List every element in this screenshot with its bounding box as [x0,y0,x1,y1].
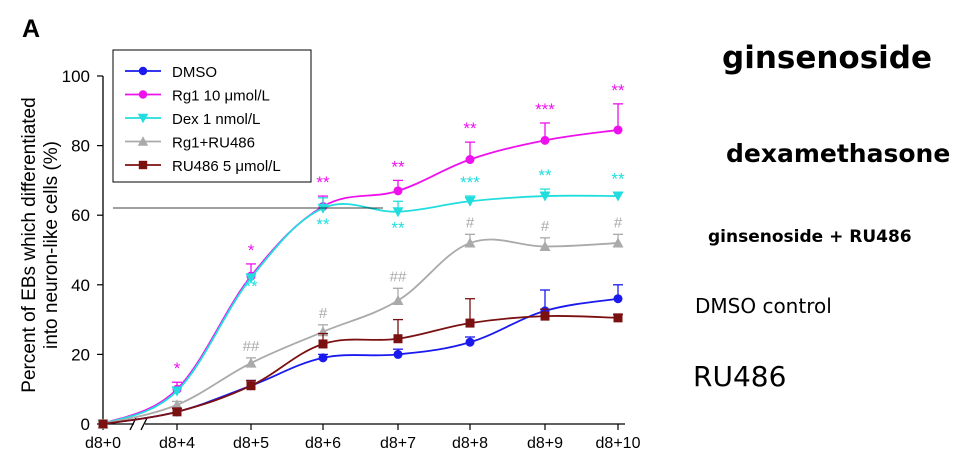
y-tick-label: 80 [71,137,90,156]
series-line [102,129,619,425]
significance-label: ** [463,119,477,138]
legend-label: DMSO [172,64,217,81]
series-line [102,238,619,425]
data-point [245,357,257,368]
x-tick-label: d8+0 [85,435,121,452]
ginsenoside-annotation: ginsenoside [722,40,933,76]
data-point [465,337,475,347]
x-tick-label: d8+4 [159,435,195,452]
y-axis-label-line1: Percent of EBs which differentiated [19,97,40,392]
data-point [392,207,404,218]
data-point [393,186,403,196]
data-point [612,191,624,202]
data-point [98,419,108,429]
data-point [393,349,403,359]
significance-label: ** [391,157,405,176]
x-tick-label: d8+8 [452,435,488,452]
data-point [612,237,624,248]
significance-label: ** [611,81,625,100]
significance-label: ** [244,277,258,296]
legend-marker [137,136,149,146]
data-point [245,273,257,284]
data-point [392,294,404,305]
data-point [318,339,328,349]
y-tick-label: 60 [71,206,90,225]
significance-label: # [614,214,623,231]
y-tick-label: 0 [81,415,90,434]
x-tick-label: d8+7 [380,435,416,452]
data-point [539,241,551,252]
x-tick-label: d8+9 [527,435,563,452]
data-point [539,191,551,202]
significance-label: ** [316,215,330,234]
legend-marker [138,66,148,76]
ginsenoside-ru486-annotation: ginsenoside + RU486 [708,227,912,247]
significance-label: * [174,359,181,378]
significance-label: ## [243,338,260,355]
panel-label: A [22,15,40,43]
dexamethasone-annotation: dexamethasone [726,139,951,168]
legend-marker [138,90,148,99]
legend-label: Rg1+RU486 [172,135,255,152]
y-tick-label: 100 [62,67,90,86]
data-point [317,203,329,214]
significance-label: ** [538,166,552,185]
x-tick-label: d8+6 [305,435,341,452]
legend-label: Rg1 10 μmol/L [172,88,270,105]
significance-label: # [319,305,328,322]
x-tick-label: d8+10 [596,435,641,452]
series-line [102,194,619,425]
significance-label: # [466,214,475,231]
significance-label: ## [390,268,407,285]
data-point [465,155,475,165]
ru486-annotation: RU486 [693,360,787,393]
data-point [172,407,182,417]
data-point [464,196,476,207]
legend-label: Dex 1 nmol/L [172,111,260,128]
significance-label: *** [535,100,555,119]
x-tick-label: d8+5 [233,435,269,452]
series-3 [97,233,624,429]
y-axis-label-line2: into neuron-like cells (%) [41,141,62,349]
significance-label: * [248,241,255,260]
data-point [171,386,183,397]
y-tick-label: 20 [71,345,90,364]
legend-marker [138,160,148,170]
significance-label: ** [611,170,625,189]
data-point [465,318,475,328]
axis-break-mark [140,417,148,431]
significance-label: ** [391,219,405,238]
data-point [318,353,328,363]
legend-label: RU486 5 μmol/L [172,158,281,175]
data-point [613,313,623,323]
significance-label: # [541,218,550,235]
dmso-control-annotation: DMSO control [695,294,832,318]
data-point [393,334,403,344]
data-point [613,294,623,304]
significance-label: *** [460,173,480,192]
data-point [613,125,623,135]
data-point [171,399,183,410]
data-point [246,381,256,391]
significance-label: ** [316,173,330,192]
series-line [102,315,619,425]
series-4 [98,298,623,429]
data-point [464,237,476,248]
legend-marker [137,113,149,124]
y-tick-label: 40 [71,276,90,295]
data-point [540,135,550,145]
data-point [540,311,550,321]
